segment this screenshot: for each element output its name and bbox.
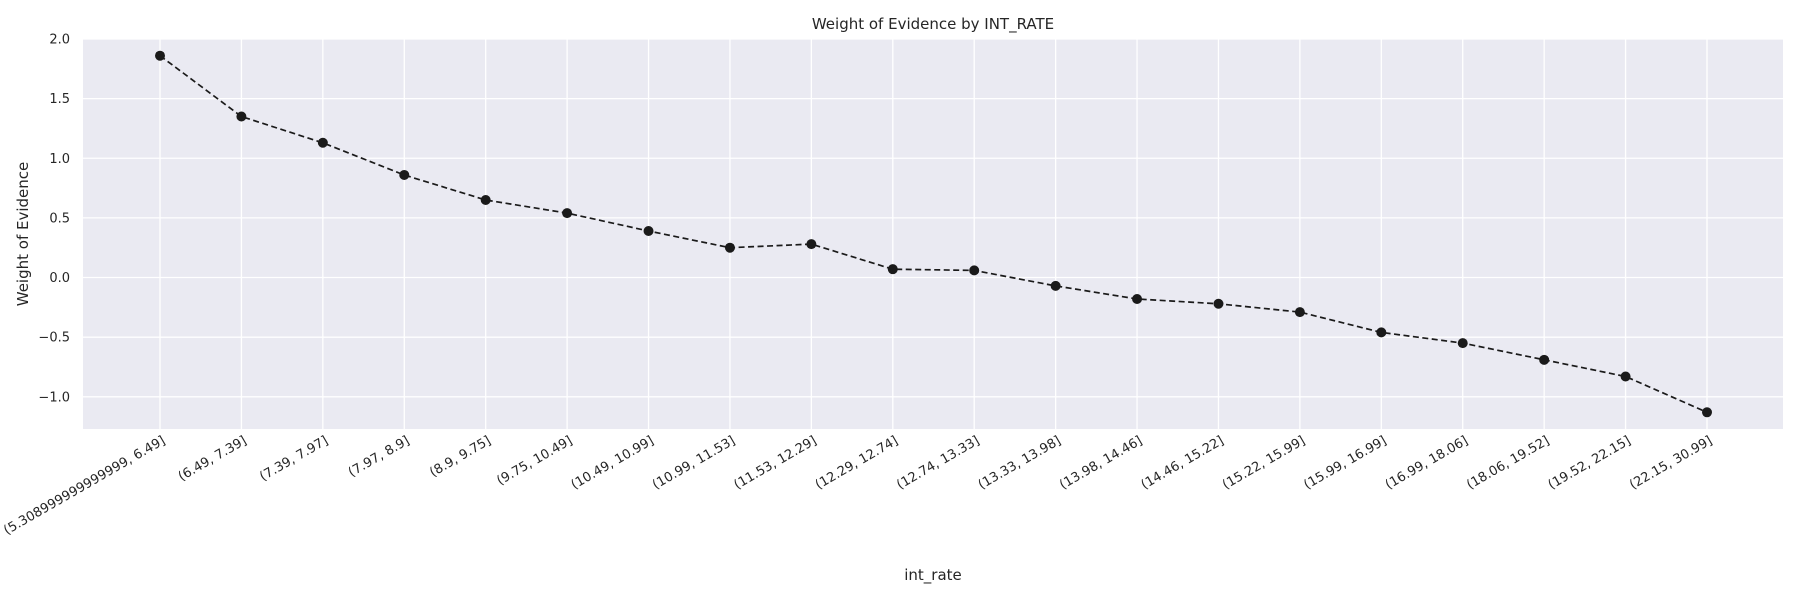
series-points xyxy=(155,50,1712,418)
x-tick-label: (19.52, 22.15] xyxy=(1546,433,1634,492)
y-tick-label: −0.5 xyxy=(38,331,70,346)
data-point xyxy=(399,169,410,180)
x-tick-label: (9.75, 10.49] xyxy=(494,433,575,488)
x-tick-label: (22.15, 30.99] xyxy=(1627,433,1715,492)
series-line xyxy=(159,55,1708,414)
data-point xyxy=(1294,307,1305,318)
data-point xyxy=(1457,338,1468,349)
y-tick-label: −1.0 xyxy=(38,390,70,405)
data-point xyxy=(806,239,817,250)
data-point xyxy=(236,111,247,122)
y-tick-label: 0.5 xyxy=(49,211,70,226)
x-axis-ticks: (5.308999999999999, 6.49] (6.49, 7.39] (7.… xyxy=(1,433,1715,538)
plot-background xyxy=(83,39,1783,429)
chart-title: Weight of Evidence by INT_RATE xyxy=(812,15,1054,34)
x-tick-label: (12.29, 12.74] xyxy=(813,433,901,492)
data-point xyxy=(1620,371,1631,382)
data-point xyxy=(724,242,735,253)
x-tick-label: (8.9, 9.75] xyxy=(427,433,493,480)
data-point xyxy=(969,265,980,276)
data-point xyxy=(562,208,573,219)
x-tick-label: (11.53, 12.29] xyxy=(731,433,819,492)
y-axis-ticks: 2.0 1.5 1.0 0.5 0.0 −0.5 −1.0 xyxy=(38,33,70,406)
x-tick-label: (10.99, 11.53] xyxy=(650,433,738,492)
x-tick-label: (10.49, 10.99] xyxy=(569,433,657,492)
x-tick-label: (14.46, 15.22] xyxy=(1139,433,1227,492)
data-point xyxy=(155,50,165,61)
data-point xyxy=(1376,327,1387,338)
x-tick-label: (15.99, 16.99] xyxy=(1301,433,1389,492)
data-point xyxy=(317,137,328,148)
x-tick-label: (13.33, 13.98] xyxy=(976,433,1064,492)
data-point xyxy=(887,264,898,275)
x-tick-label: (7.39, 7.97] xyxy=(257,433,331,484)
y-tick-label: 1.0 xyxy=(49,152,70,167)
x-tick-label: (15.22, 15.99] xyxy=(1220,433,1308,492)
data-point xyxy=(480,195,491,206)
y-tick-label: 1.5 xyxy=(49,92,70,107)
y-tick-label: 0.0 xyxy=(49,271,70,286)
x-tick-label: (13.98, 14.46] xyxy=(1057,433,1145,492)
x-tick-label: (5.308999999999999, 6.49] xyxy=(1,433,168,538)
data-point xyxy=(1213,298,1224,309)
y-tick-label: 2.0 xyxy=(49,33,70,48)
data-point xyxy=(1132,294,1143,304)
data-point xyxy=(643,226,654,237)
x-axis-label: int_rate xyxy=(904,566,962,585)
x-tick-label: (16.99, 18.06] xyxy=(1383,433,1471,492)
x-tick-label: (7.97, 8.9] xyxy=(346,433,412,480)
x-tick-label: (12.74, 13.33] xyxy=(894,433,982,492)
y-axis-label: Weight of Evidence xyxy=(14,162,32,307)
x-tick-label: (6.49, 7.39] xyxy=(176,433,250,484)
x-tick-label: (18.06, 19.52] xyxy=(1464,433,1552,492)
data-point xyxy=(1702,407,1712,418)
data-point xyxy=(1050,280,1061,291)
data-point xyxy=(1539,354,1550,365)
